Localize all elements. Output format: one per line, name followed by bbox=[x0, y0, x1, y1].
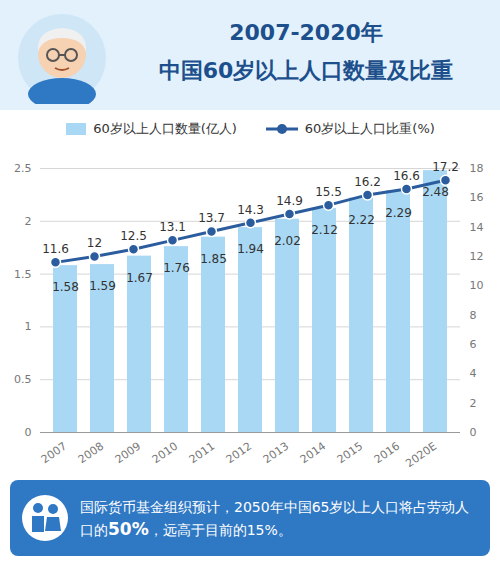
svg-text:2009: 2009 bbox=[113, 439, 143, 466]
html-text:60岁以上人口数量(亿人): 60岁以上人口数量(亿人) bbox=[93, 121, 237, 136]
svg-text:13.1: 13.1 bbox=[159, 220, 186, 234]
svg-text:16.2: 16.2 bbox=[354, 175, 381, 189]
svg-text:4: 4 bbox=[470, 367, 477, 380]
svg-text:16.6: 16.6 bbox=[393, 169, 420, 183]
svg-text:10: 10 bbox=[470, 279, 484, 292]
svg-text:16: 16 bbox=[470, 191, 484, 204]
svg-text:11.6: 11.6 bbox=[42, 242, 69, 256]
svg-text:0: 0 bbox=[25, 426, 32, 439]
svg-text:2.12: 2.12 bbox=[311, 223, 338, 237]
svg-text:2015: 2015 bbox=[335, 439, 365, 466]
svg-text:2: 2 bbox=[25, 215, 32, 228]
svg-text:1.58: 1.58 bbox=[52, 280, 79, 294]
svg-text:18: 18 bbox=[470, 162, 484, 175]
svg-text:2.48: 2.48 bbox=[422, 185, 449, 199]
html-text:中国60岁以上人口数量及比重: 中国60岁以上人口数量及比重 bbox=[158, 58, 454, 83]
svg-text:1: 1 bbox=[25, 320, 32, 333]
svg-text:2014: 2014 bbox=[298, 439, 328, 466]
svg-text:14.3: 14.3 bbox=[237, 203, 264, 217]
svg-text:2020E: 2020E bbox=[403, 439, 439, 470]
svg-text:17.2: 17.2 bbox=[432, 160, 459, 174]
svg-text:1.67: 1.67 bbox=[126, 271, 153, 285]
svg-text:2010: 2010 bbox=[150, 439, 180, 466]
svg-text:1.5: 1.5 bbox=[14, 268, 32, 281]
svg-text:2.29: 2.29 bbox=[385, 206, 412, 220]
svg-text:14.9: 14.9 bbox=[276, 194, 303, 208]
svg-text:12: 12 bbox=[87, 236, 102, 250]
svg-text:6: 6 bbox=[470, 338, 477, 351]
svg-text:1.59: 1.59 bbox=[89, 279, 116, 293]
html-text:2007-2020年: 2007-2020年 bbox=[229, 20, 383, 45]
svg-text:14: 14 bbox=[470, 221, 484, 234]
svg-text:2011: 2011 bbox=[187, 439, 217, 466]
svg-text:2: 2 bbox=[470, 397, 477, 410]
svg-text:2.5: 2.5 bbox=[14, 162, 32, 175]
svg-text:12.5: 12.5 bbox=[120, 229, 147, 243]
svg-text:12: 12 bbox=[470, 250, 484, 263]
svg-text:2016: 2016 bbox=[372, 439, 402, 466]
svg-text:2008: 2008 bbox=[76, 439, 106, 466]
svg-text:2.02: 2.02 bbox=[274, 234, 301, 248]
svg-text:1.76: 1.76 bbox=[163, 261, 190, 275]
svg-text:2013: 2013 bbox=[261, 439, 291, 466]
svg-text:0.5: 0.5 bbox=[14, 373, 32, 386]
svg-text:1.94: 1.94 bbox=[237, 242, 264, 256]
svg-text:0: 0 bbox=[470, 426, 477, 439]
svg-text:15.5: 15.5 bbox=[315, 185, 342, 199]
html-text:国际货币基金组织预计，2050年中国65岁以上人口将占劳动人: 国际货币基金组织预计，2050年中国65岁以上人口将占劳动人口的50%，远高于目… bbox=[80, 498, 470, 539]
svg-text:2012: 2012 bbox=[224, 439, 254, 466]
svg-text:13.7: 13.7 bbox=[198, 211, 225, 225]
svg-text:8: 8 bbox=[470, 309, 477, 322]
svg-text:1.85: 1.85 bbox=[200, 252, 227, 266]
svg-text:2007: 2007 bbox=[39, 439, 69, 466]
html-text:60岁以上人口比重(%): 60岁以上人口比重(%) bbox=[304, 121, 435, 136]
svg-text:2.22: 2.22 bbox=[348, 213, 375, 227]
